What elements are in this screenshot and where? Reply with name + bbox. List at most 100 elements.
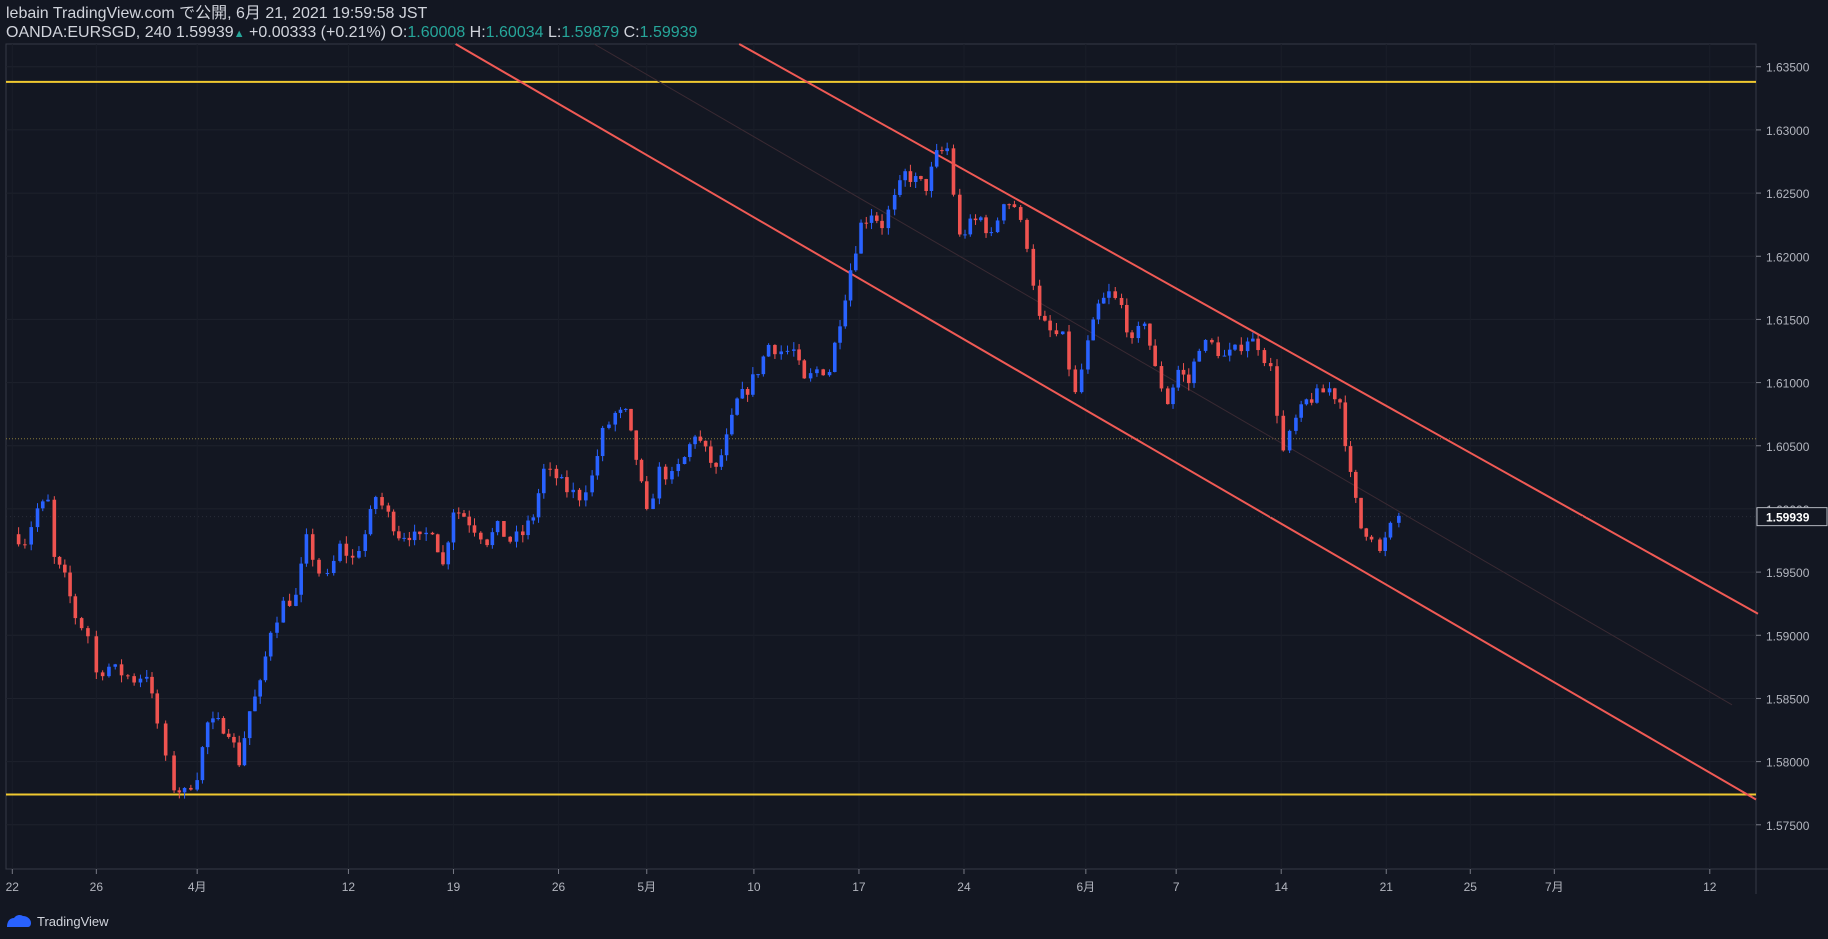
candle-body: [317, 559, 321, 574]
candle-body: [446, 542, 451, 565]
gridlines: [6, 44, 1756, 869]
candle-body: [172, 755, 176, 791]
candle-body: [1251, 338, 1255, 342]
candle-body: [113, 664, 118, 667]
candle-body: [815, 369, 819, 374]
candle-body: [79, 618, 84, 629]
candle-body: [29, 527, 34, 545]
candle-body: [1239, 344, 1244, 352]
candle-body: [827, 371, 832, 376]
candle-body: [639, 459, 644, 482]
candle-body: [913, 176, 918, 182]
candle-body: [629, 408, 633, 431]
candle-body: [126, 675, 130, 677]
candle-body: [253, 696, 257, 712]
candle-body: [391, 511, 396, 532]
candle-body: [531, 517, 536, 521]
candle-body: [1086, 340, 1090, 370]
candle-body: [299, 563, 303, 595]
candle-body: [16, 534, 21, 545]
candle-body: [792, 349, 796, 351]
candle-body: [1338, 399, 1342, 403]
candle-body: [407, 537, 412, 541]
candle-body: [1275, 366, 1279, 416]
price-tick-label: 1.63000: [1766, 124, 1810, 138]
high-value: 1.60034: [485, 24, 544, 41]
candle-body: [23, 544, 27, 546]
low-value: 1.59879: [561, 24, 620, 41]
candle-body: [751, 374, 755, 395]
time-tick-label: 26: [90, 880, 104, 894]
price-tick-label: 1.58000: [1766, 756, 1810, 770]
candle-body: [676, 464, 681, 472]
candle-body: [559, 477, 564, 479]
candle-body: [838, 326, 842, 343]
candle-body: [651, 498, 655, 510]
channel-lower-line[interactable]: [455, 43, 1757, 801]
candle-body: [874, 215, 879, 221]
candle-body: [232, 736, 236, 743]
candle-body: [929, 166, 934, 191]
candle-body: [919, 176, 923, 180]
candle-body: [698, 436, 703, 441]
candle-body: [73, 596, 78, 619]
candle-body: [719, 455, 724, 467]
candle-body: [1159, 366, 1164, 389]
candle-body: [703, 440, 708, 447]
candle-body: [785, 350, 790, 352]
channel-upper-line[interactable]: [738, 43, 1759, 615]
close-value: 1.59939: [639, 24, 698, 41]
candle-body: [1359, 497, 1363, 529]
candle-body: [1025, 219, 1029, 249]
candle-body: [397, 531, 401, 539]
candle-body: [1113, 291, 1118, 298]
candle-body: [1119, 297, 1124, 305]
candle-body: [1369, 536, 1374, 540]
candle-body: [1348, 446, 1353, 472]
candle-body: [373, 497, 378, 510]
price-axis[interactable]: 1.63500 1.63000 1.62500 1.62000 1.61500 1.610…: [1756, 61, 1828, 833]
candle-body: [1262, 350, 1267, 364]
candle-body: [1018, 207, 1023, 220]
candle-body: [451, 512, 456, 543]
last-price: 1.59939: [175, 24, 234, 41]
candle-body: [848, 270, 853, 301]
candle-body: [571, 489, 576, 493]
price-tick-label: 1.61000: [1766, 377, 1810, 391]
candle-body: [281, 600, 286, 623]
symbol-interval[interactable]: OANDA:EURSGD, 240: [6, 24, 172, 41]
candle-body: [182, 787, 187, 793]
open-value: 1.60008: [407, 24, 466, 41]
time-axis[interactable]: 22 26 4月 12 19 26 5月 10 17 24 6月 7 14 21 25 7月 12: [6, 869, 1717, 894]
candle-body: [940, 150, 944, 152]
candle-body: [1378, 539, 1382, 552]
candle-body: [258, 680, 263, 697]
candle-body: [1256, 338, 1260, 351]
candle-body: [467, 516, 472, 526]
candle-body: [435, 534, 440, 553]
candle-body: [526, 520, 530, 536]
footer[interactable]: TradingView: [6, 912, 109, 930]
candle-body: [63, 564, 67, 573]
price-tick-label: 1.59000: [1766, 629, 1810, 643]
candle-body: [331, 560, 336, 574]
candle-body: [613, 412, 618, 425]
time-tick-label: 5月: [637, 880, 656, 894]
time-tick-label: 25: [1464, 880, 1478, 894]
candle-body: [1107, 291, 1111, 298]
time-tick-label: 7月: [1545, 880, 1564, 894]
candle-body: [1327, 388, 1332, 393]
candle-body: [590, 475, 594, 493]
candle-body: [1148, 323, 1152, 346]
candle-body: [100, 672, 105, 677]
candle-body: [52, 499, 57, 557]
candle-body: [205, 722, 210, 748]
drawings[interactable]: [6, 43, 1759, 801]
candle-body: [600, 427, 605, 457]
price-change: +0.00333 (+0.21%): [249, 24, 387, 41]
candle-body: [963, 234, 967, 236]
candle-body: [554, 468, 559, 479]
candle-body: [693, 436, 697, 445]
candle-body: [843, 300, 848, 327]
